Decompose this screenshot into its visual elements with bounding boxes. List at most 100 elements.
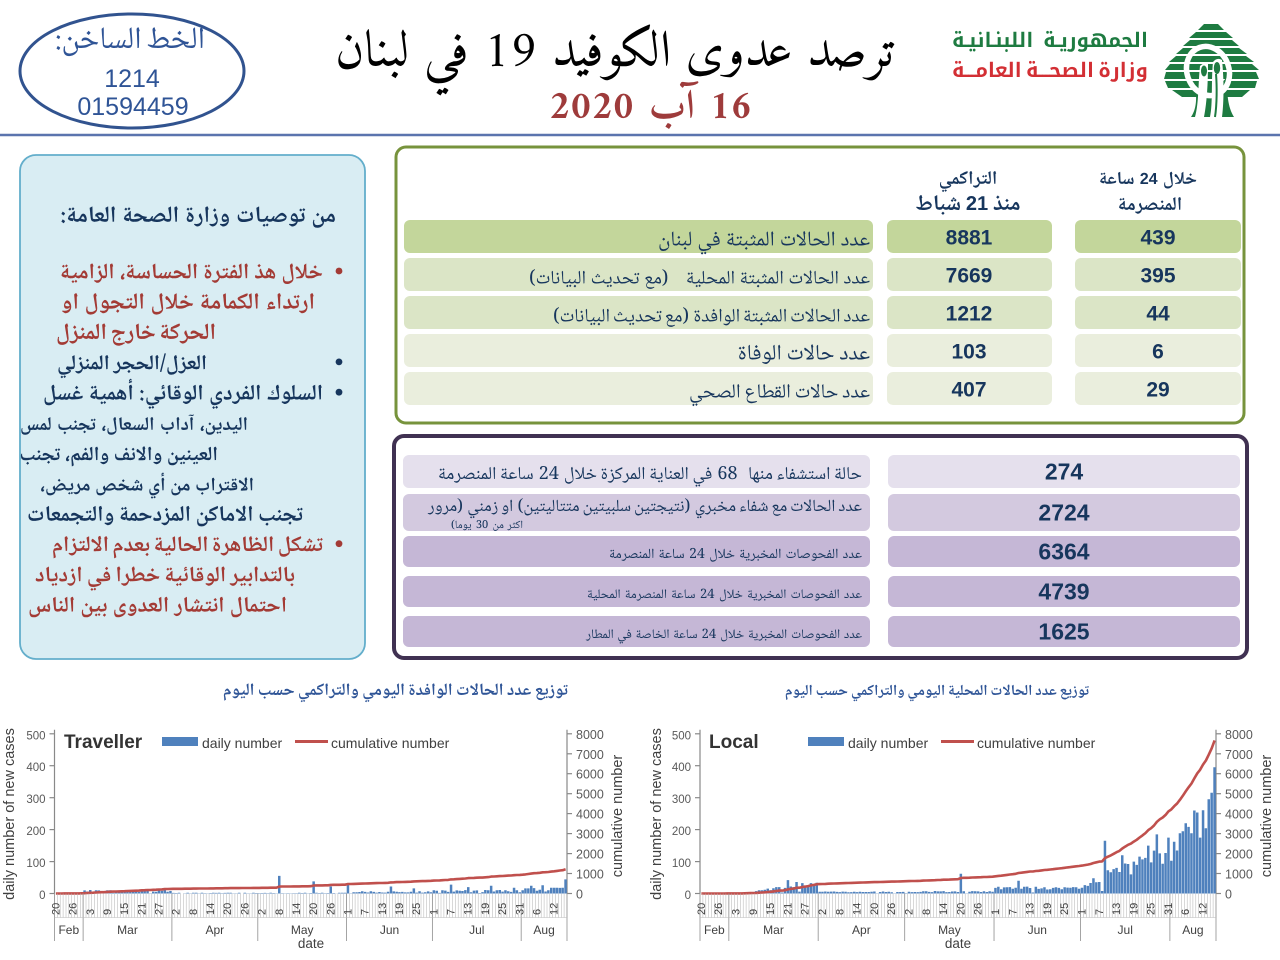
svg-text:407: 407 bbox=[951, 379, 986, 402]
svg-text:25: 25 bbox=[1146, 903, 1158, 915]
svg-text:6: 6 bbox=[531, 909, 543, 915]
svg-text:400: 400 bbox=[26, 762, 45, 774]
svg-text:25: 25 bbox=[1059, 903, 1071, 915]
svg-text:20: 20 bbox=[50, 903, 62, 915]
svg-text:4000: 4000 bbox=[576, 808, 604, 822]
svg-text:Aug: Aug bbox=[1182, 923, 1203, 937]
svg-text:100: 100 bbox=[26, 858, 45, 870]
svg-text:12: 12 bbox=[1198, 903, 1210, 915]
svg-text:cumulative number: cumulative number bbox=[977, 735, 1096, 751]
svg-text:14: 14 bbox=[291, 903, 303, 915]
svg-text:20: 20 bbox=[696, 903, 708, 915]
svg-text:cumulative number: cumulative number bbox=[610, 755, 626, 878]
svg-text:6: 6 bbox=[1152, 341, 1164, 364]
svg-text:Aug: Aug bbox=[533, 923, 554, 937]
svg-text:5000: 5000 bbox=[1225, 788, 1253, 802]
svg-text:Local: Local bbox=[709, 732, 759, 753]
svg-text:19: 19 bbox=[1128, 903, 1140, 915]
svg-text:14: 14 bbox=[852, 903, 864, 915]
svg-text:0: 0 bbox=[685, 890, 691, 902]
svg-text:15: 15 bbox=[119, 903, 131, 915]
svg-text:2000: 2000 bbox=[1225, 848, 1253, 862]
svg-text:date: date bbox=[945, 936, 971, 951]
svg-text:0: 0 bbox=[1225, 888, 1232, 902]
svg-text:daily number of new cases: daily number of new cases bbox=[2, 728, 18, 900]
svg-text:Jul: Jul bbox=[1118, 923, 1133, 937]
svg-text:26: 26 bbox=[713, 903, 725, 915]
svg-text:25: 25 bbox=[497, 903, 509, 915]
svg-text:Jun: Jun bbox=[380, 923, 399, 937]
svg-text:Jun: Jun bbox=[1028, 923, 1047, 937]
svg-text:395: 395 bbox=[1140, 265, 1175, 288]
svg-text:1212: 1212 bbox=[946, 303, 993, 326]
svg-text:Traveller: Traveller bbox=[64, 732, 143, 753]
svg-text:200: 200 bbox=[672, 826, 691, 838]
svg-text:7: 7 bbox=[446, 909, 458, 915]
svg-text:Mar: Mar bbox=[763, 923, 784, 937]
svg-text:26: 26 bbox=[68, 903, 80, 915]
svg-text:21: 21 bbox=[782, 903, 794, 915]
svg-text:9: 9 bbox=[748, 909, 760, 915]
svg-text:2: 2 bbox=[904, 909, 916, 915]
svg-text:500: 500 bbox=[672, 730, 691, 742]
svg-text:Feb: Feb bbox=[58, 923, 79, 937]
svg-text:20: 20 bbox=[955, 903, 967, 915]
svg-text:1625: 1625 bbox=[1038, 619, 1089, 645]
svg-text:6: 6 bbox=[1180, 909, 1192, 915]
svg-text:8: 8 bbox=[834, 909, 846, 915]
svg-text:14: 14 bbox=[205, 903, 217, 915]
svg-text:2724: 2724 bbox=[1038, 500, 1089, 526]
svg-text:5000: 5000 bbox=[576, 788, 604, 802]
svg-text:2: 2 bbox=[171, 909, 183, 915]
svg-text:6000: 6000 bbox=[576, 768, 604, 782]
svg-text:2000: 2000 bbox=[576, 848, 604, 862]
svg-text:6000: 6000 bbox=[1225, 768, 1253, 782]
svg-text:4000: 4000 bbox=[1225, 808, 1253, 822]
svg-text:27: 27 bbox=[154, 903, 166, 915]
svg-text:31: 31 bbox=[1163, 903, 1175, 915]
svg-text:Jul: Jul bbox=[469, 923, 484, 937]
svg-text:Feb: Feb bbox=[704, 923, 725, 937]
svg-text:0: 0 bbox=[576, 888, 583, 902]
svg-text:7: 7 bbox=[360, 909, 372, 915]
svg-text:daily number: daily number bbox=[202, 735, 282, 751]
svg-text:7000: 7000 bbox=[1225, 748, 1253, 762]
svg-text:20: 20 bbox=[308, 903, 320, 915]
svg-text:31: 31 bbox=[514, 903, 526, 915]
svg-text:daily number of new cases: daily number of new cases bbox=[649, 728, 665, 900]
svg-text:103: 103 bbox=[951, 341, 986, 364]
svg-text:1: 1 bbox=[428, 909, 440, 915]
svg-text:15: 15 bbox=[765, 903, 777, 915]
svg-text:May: May bbox=[938, 923, 961, 937]
svg-text:200: 200 bbox=[26, 826, 45, 838]
svg-text:7: 7 bbox=[1094, 909, 1106, 915]
svg-text:14: 14 bbox=[938, 903, 950, 915]
svg-text:44: 44 bbox=[1146, 303, 1170, 326]
svg-text:29: 29 bbox=[1146, 379, 1169, 402]
svg-text:cumulative number: cumulative number bbox=[331, 735, 450, 751]
svg-text:300: 300 bbox=[672, 794, 691, 806]
svg-text:1000: 1000 bbox=[1225, 868, 1253, 882]
svg-text:27: 27 bbox=[800, 903, 812, 915]
svg-text:8881: 8881 bbox=[946, 227, 993, 250]
svg-text:8: 8 bbox=[921, 909, 933, 915]
svg-text:26: 26 bbox=[886, 903, 898, 915]
svg-text:21: 21 bbox=[136, 903, 148, 915]
svg-text:date: date bbox=[298, 936, 324, 951]
svg-text:7669: 7669 bbox=[946, 265, 993, 288]
svg-text:300: 300 bbox=[26, 794, 45, 806]
svg-text:May: May bbox=[291, 923, 314, 937]
svg-text:cumulative number: cumulative number bbox=[1259, 755, 1275, 878]
svg-text:1: 1 bbox=[343, 909, 355, 915]
svg-text:1000: 1000 bbox=[576, 868, 604, 882]
svg-text:0: 0 bbox=[39, 890, 45, 902]
svg-text:Apr: Apr bbox=[205, 923, 224, 937]
svg-text:12: 12 bbox=[549, 903, 561, 915]
svg-text:3000: 3000 bbox=[1225, 828, 1253, 842]
svg-text:19: 19 bbox=[1042, 903, 1054, 915]
svg-text:Apr: Apr bbox=[852, 923, 871, 937]
svg-text:1214: 1214 bbox=[104, 65, 160, 93]
svg-text:100: 100 bbox=[672, 858, 691, 870]
svg-text:1: 1 bbox=[1077, 909, 1089, 915]
svg-text:13: 13 bbox=[1111, 903, 1123, 915]
